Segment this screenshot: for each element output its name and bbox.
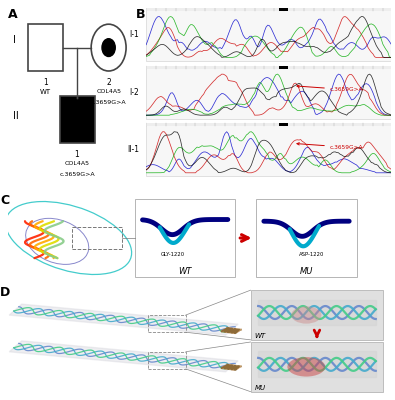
Bar: [148, 352, 186, 369]
Text: C: C: [0, 194, 9, 207]
Text: II: II: [13, 111, 19, 121]
Bar: [146, 8, 391, 11]
Text: c.3659G>A: c.3659G>A: [297, 143, 363, 150]
Text: WT: WT: [254, 333, 265, 339]
Text: 2: 2: [106, 78, 111, 87]
Text: c.3659G>A: c.3659G>A: [59, 172, 95, 177]
Bar: [279, 8, 288, 11]
Bar: [146, 66, 391, 69]
Polygon shape: [9, 304, 238, 335]
Bar: [146, 123, 391, 176]
Circle shape: [91, 24, 126, 71]
Bar: [146, 66, 391, 119]
Circle shape: [102, 39, 115, 56]
Bar: [72, 227, 122, 249]
Text: I: I: [13, 35, 16, 45]
Bar: [60, 96, 94, 143]
Text: COL4A5: COL4A5: [96, 89, 121, 94]
Bar: [250, 342, 383, 392]
Text: I-2: I-2: [129, 88, 139, 97]
Bar: [135, 199, 235, 277]
Bar: [279, 66, 288, 69]
Text: MU: MU: [300, 267, 313, 276]
Text: B: B: [136, 8, 146, 21]
Text: 1: 1: [43, 78, 48, 87]
Bar: [279, 123, 288, 126]
Text: A: A: [8, 8, 17, 21]
Ellipse shape: [288, 357, 325, 376]
Text: I-1: I-1: [129, 30, 139, 39]
Text: MU: MU: [254, 384, 265, 390]
Text: D: D: [0, 286, 11, 299]
Text: c.3659G>A: c.3659G>A: [91, 100, 126, 105]
Text: GLY-1220: GLY-1220: [161, 252, 185, 258]
Bar: [146, 8, 391, 61]
Text: II-1: II-1: [127, 145, 139, 154]
Text: 1: 1: [75, 150, 79, 159]
Text: COL4A5: COL4A5: [64, 161, 90, 166]
Polygon shape: [9, 341, 238, 372]
Bar: [28, 24, 63, 71]
Bar: [146, 123, 391, 126]
Text: c.3659G>A: c.3659G>A: [297, 85, 363, 92]
Text: WT: WT: [40, 89, 51, 95]
Ellipse shape: [291, 306, 322, 324]
Bar: [250, 290, 383, 340]
Text: ASP-1220: ASP-1220: [299, 252, 324, 258]
Text: WT: WT: [179, 267, 192, 276]
Bar: [148, 315, 186, 332]
Bar: [256, 199, 357, 277]
